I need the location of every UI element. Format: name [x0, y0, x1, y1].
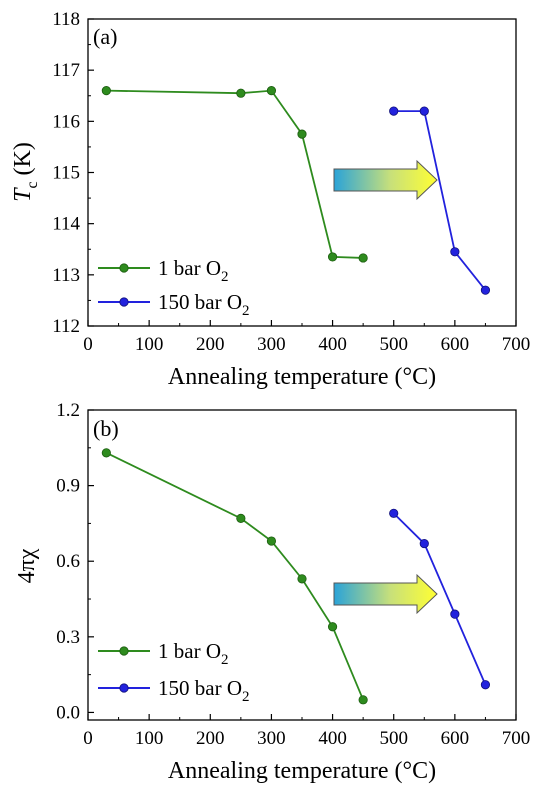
x-axis-label-b: Annealing temperature (°C) [168, 758, 436, 784]
data-point-a-0-2 [266, 86, 277, 96]
series-line-b-1 [393, 512, 487, 686]
x-tick-label-b-2: 200 [196, 728, 225, 749]
chart-marks-b: 0 100 200 300 400 500 600 700 0.0 0.3 0.6 0.9 1.2 [56, 400, 530, 749]
y-tick-label-a-0: 112 [52, 316, 80, 337]
y-tick-label-a-4: 116 [52, 111, 80, 132]
x-tick-label-b-1: 100 [135, 728, 164, 749]
legend-b-label-1: 1 bar O2 [158, 639, 228, 668]
legend-a-marker-1 [119, 263, 129, 273]
y-axis-label-a-sub: c [24, 181, 41, 188]
series-line-a-1 [393, 110, 487, 291]
y-tick-label-b-1: 0.3 [56, 627, 80, 648]
panel-a: 0 100 200 300 400 500 600 700 112 113 114 115 116 117… [10, 9, 530, 390]
y-axis-label-b-main: 4πχ [14, 548, 40, 583]
data-point-a-0-4 [327, 252, 338, 262]
x-tick-label-a-7: 700 [502, 334, 531, 355]
data-point-b-1-0 [389, 508, 399, 518]
x-tick-label-a-3: 300 [257, 334, 286, 355]
y-axis-label-b: 4πχ [14, 548, 40, 583]
legend-a-label-2-sub: 2 [242, 303, 250, 319]
data-point-a-0-3 [297, 129, 307, 139]
y-axis-label-a-unit: (K) [10, 142, 36, 181]
data-point-a-1-3 [480, 285, 491, 295]
legend-b-label-1-main: 1 bar O [158, 639, 221, 663]
legend-b-label-2-main: 150 bar O [158, 676, 242, 700]
plot-frame-b [87, 409, 517, 721]
series-line-b-0 [105, 452, 364, 701]
x-tick-label-a-2: 200 [196, 334, 225, 355]
legend-a: 1 bar O2 150 bar O2 [98, 256, 249, 319]
y-tick-label-b-4: 1.2 [56, 400, 80, 421]
data-point-b-0-0 [101, 448, 111, 458]
data-point-b-0-2 [266, 536, 277, 546]
legend-a-label-2-main: 150 bar O [158, 290, 242, 314]
data-point-a-1-1 [419, 106, 429, 116]
data-point-a-1-0 [389, 106, 399, 116]
y-tick-label-a-1: 113 [52, 265, 80, 286]
x-axis-label-a: Annealing temperature (°C) [168, 364, 436, 390]
data-point-b-0-5 [358, 695, 368, 705]
legend-a-label-1-main: 1 bar O [158, 256, 221, 280]
data-point-b-1-3 [480, 680, 491, 690]
x-tick-label-a-5: 500 [379, 334, 408, 355]
x-tick-label-a-4: 400 [318, 334, 347, 355]
y-tick-label-a-2: 114 [52, 214, 80, 235]
legend-a-marker-2 [119, 297, 129, 307]
x-tick-label-b-4: 400 [318, 728, 347, 749]
legend-b-label-2-sub: 2 [242, 689, 250, 705]
legend-a-label-2: 150 bar O2 [158, 290, 249, 319]
legend-b: 1 bar O2 150 bar O2 [98, 639, 249, 705]
x-tick-label-a-1: 100 [135, 334, 164, 355]
y-tick-label-a-3: 115 [52, 163, 80, 184]
y-tick-label-b-2: 0.6 [56, 551, 80, 572]
data-point-b-0-3 [297, 574, 307, 584]
plot-frame-a [87, 18, 517, 327]
legend-a-label-1: 1 bar O2 [158, 256, 228, 285]
legend-b-marker-2 [119, 683, 129, 693]
data-point-b-0-1 [236, 513, 246, 523]
panel-label-a: (a) [93, 24, 117, 49]
series-line-a-0 [106, 89, 364, 259]
x-tick-label-b-0: 0 [83, 728, 93, 749]
x-tick-label-b-6: 600 [441, 728, 470, 749]
legend-b-label-1-sub: 2 [221, 652, 229, 668]
y-tick-label-b-3: 0.9 [56, 476, 80, 497]
x-tick-label-b-7: 700 [502, 728, 531, 749]
x-tick-label-a-0: 0 [83, 334, 93, 355]
data-point-b-1-2 [450, 609, 460, 619]
chart-marks-a: 0 100 200 300 400 500 600 700 112 113 114 115 116 117… [52, 9, 530, 355]
transition-arrow-b [333, 573, 438, 615]
data-point-b-0-4 [327, 622, 338, 632]
x-tick-label-b-5: 500 [379, 728, 408, 749]
x-tick-label-a-6: 600 [441, 334, 470, 355]
y-axis-label-a: Tc (K) [10, 142, 41, 202]
legend-b-marker-1 [119, 646, 129, 656]
data-point-a-1-2 [450, 247, 460, 257]
x-tick-label-b-3: 300 [257, 728, 286, 749]
y-axis-label-a-main: T [10, 187, 36, 202]
data-point-a-0-1 [236, 88, 246, 98]
y-tick-label-a-5: 117 [52, 60, 80, 81]
legend-a-label-1-sub: 2 [221, 269, 229, 285]
data-point-a-0-5 [358, 253, 368, 263]
panel-label-b: (b) [93, 416, 119, 441]
data-point-b-1-1 [419, 538, 429, 549]
data-point-a-0-0 [101, 86, 111, 96]
transition-arrow-a [333, 159, 438, 201]
y-tick-label-a-6: 118 [52, 9, 80, 30]
panel-b: 0 100 200 300 400 500 600 700 0.0 0.3 0.6 0.9 1.2 (b… [14, 400, 530, 784]
legend-b-label-2: 150 bar O2 [158, 676, 249, 705]
y-tick-label-b-0: 0.0 [56, 702, 80, 723]
